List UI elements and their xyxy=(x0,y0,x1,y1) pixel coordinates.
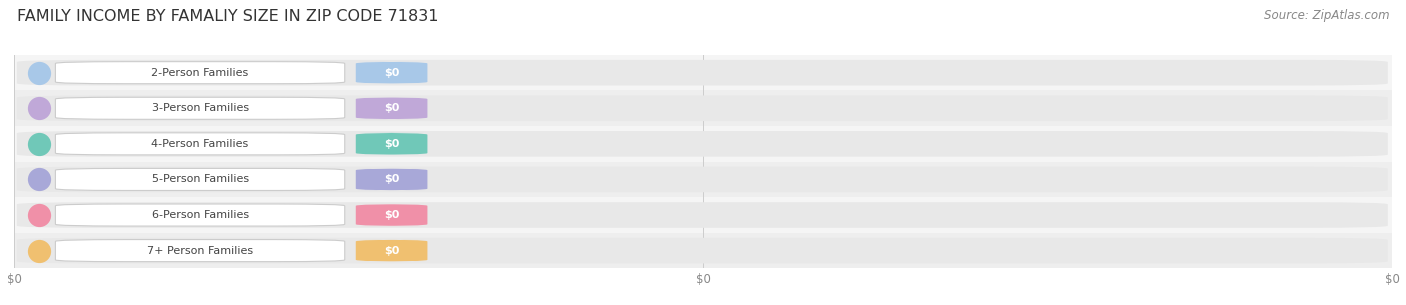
Text: 3-Person Families: 3-Person Families xyxy=(152,103,249,113)
FancyBboxPatch shape xyxy=(17,238,1388,264)
Text: 2-Person Families: 2-Person Families xyxy=(152,68,249,78)
Bar xyxy=(14,91,1392,126)
Bar xyxy=(14,55,1392,91)
Text: $0: $0 xyxy=(384,139,399,149)
Bar xyxy=(14,197,1392,233)
Text: 7+ Person Families: 7+ Person Families xyxy=(148,246,253,256)
FancyBboxPatch shape xyxy=(356,133,427,155)
FancyBboxPatch shape xyxy=(55,97,344,119)
Point xyxy=(28,213,51,217)
FancyBboxPatch shape xyxy=(17,60,1388,85)
Bar xyxy=(14,233,1392,268)
FancyBboxPatch shape xyxy=(55,168,344,190)
Text: $0: $0 xyxy=(384,103,399,113)
Point xyxy=(28,248,51,253)
Point xyxy=(28,70,51,75)
FancyBboxPatch shape xyxy=(356,204,427,226)
FancyBboxPatch shape xyxy=(356,240,427,262)
Point xyxy=(28,106,51,111)
Point xyxy=(28,142,51,146)
FancyBboxPatch shape xyxy=(356,62,427,84)
FancyBboxPatch shape xyxy=(356,97,427,119)
FancyBboxPatch shape xyxy=(55,204,344,226)
FancyBboxPatch shape xyxy=(17,202,1388,228)
FancyBboxPatch shape xyxy=(55,62,344,84)
FancyBboxPatch shape xyxy=(356,168,427,190)
Text: 5-Person Families: 5-Person Families xyxy=(152,174,249,185)
Text: $0: $0 xyxy=(384,174,399,185)
Text: Source: ZipAtlas.com: Source: ZipAtlas.com xyxy=(1264,9,1389,22)
Text: $0: $0 xyxy=(384,210,399,220)
FancyBboxPatch shape xyxy=(17,167,1388,192)
Text: $0: $0 xyxy=(384,246,399,256)
Bar xyxy=(14,162,1392,197)
Text: 4-Person Families: 4-Person Families xyxy=(152,139,249,149)
FancyBboxPatch shape xyxy=(55,240,344,262)
FancyBboxPatch shape xyxy=(55,133,344,155)
Point xyxy=(28,177,51,182)
FancyBboxPatch shape xyxy=(17,95,1388,121)
FancyBboxPatch shape xyxy=(17,131,1388,157)
Text: FAMILY INCOME BY FAMALIY SIZE IN ZIP CODE 71831: FAMILY INCOME BY FAMALIY SIZE IN ZIP COD… xyxy=(17,9,439,24)
Text: 6-Person Families: 6-Person Families xyxy=(152,210,249,220)
Bar xyxy=(14,126,1392,162)
Text: $0: $0 xyxy=(384,68,399,78)
